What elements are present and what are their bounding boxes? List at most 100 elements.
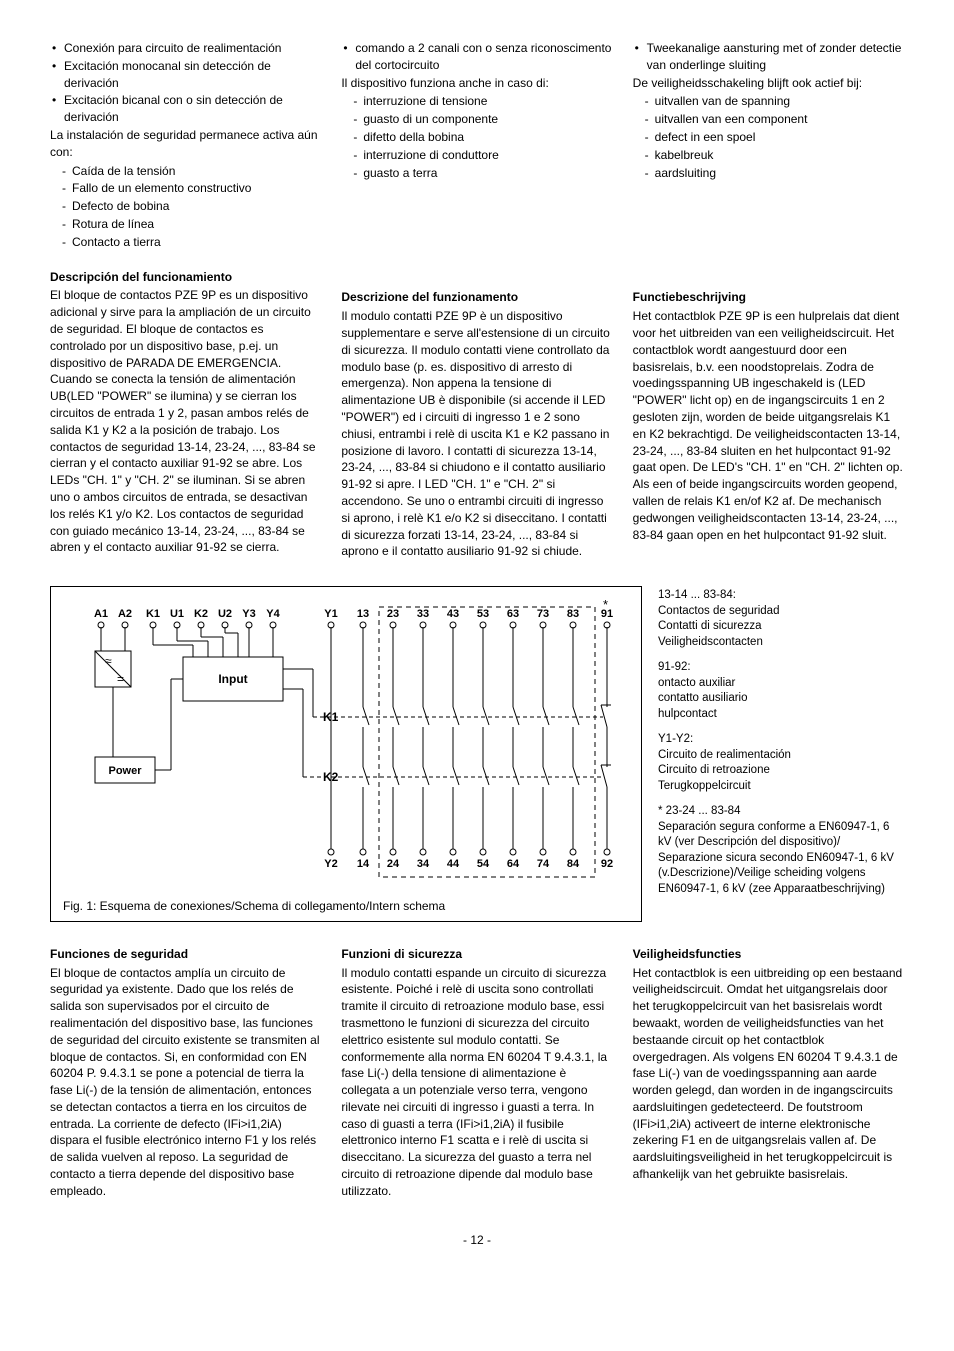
list-item: guasto a terra xyxy=(341,165,612,182)
svg-text:Y2: Y2 xyxy=(324,858,337,870)
list-item: defect in een spoel xyxy=(633,129,904,146)
page-number: - 12 - xyxy=(50,1232,904,1249)
svg-text:53: 53 xyxy=(477,608,489,620)
col1-sec-body: El bloque de contactos amplía un circuit… xyxy=(50,965,321,1200)
legend-block: Y1-Y2: Circuito de realimentación Circui… xyxy=(658,732,904,794)
legend-text: Separación segura conforme a EN60947-1, … xyxy=(658,820,904,898)
column-italian-bottom: Funzioni di sicurezza Il modulo contatti… xyxy=(341,942,612,1202)
legend-line: hulpcontact xyxy=(658,707,904,723)
list-item: interruzione di tensione xyxy=(341,93,612,110)
svg-text:U1: U1 xyxy=(170,608,184,620)
col1-sec-heading: Funciones de seguridad xyxy=(50,946,321,963)
svg-text:K2: K2 xyxy=(194,608,208,620)
legend-block: * 23-24 ... 83-84 Separación segura conf… xyxy=(658,804,904,897)
svg-text:44: 44 xyxy=(447,858,460,870)
svg-text:A2: A2 xyxy=(118,608,132,620)
svg-text:73: 73 xyxy=(537,608,549,620)
top-columns: Conexión para circuito de realimentación… xyxy=(50,40,904,562)
col3-bullets: Tweekanalige aansturing met of zonder de… xyxy=(633,40,904,74)
legend-block: 13-14 ... 83-84: Contactos de seguridad … xyxy=(658,588,904,650)
svg-text:83: 83 xyxy=(567,608,579,620)
col3-intro: De veiligheidsschakeling blijft ook acti… xyxy=(633,75,904,92)
list-item: Excitación monocanal sin detección de de… xyxy=(50,58,321,92)
svg-text:Y3: Y3 xyxy=(242,608,255,620)
list-item: difetto della bobina xyxy=(341,129,612,146)
list-item: uitvallen van een component xyxy=(633,111,904,128)
wiring-diagram: A1A2K1U1K2U2Y3Y4Y1132333435363738391 Inp… xyxy=(63,597,629,887)
legend-title: Y1-Y2: xyxy=(658,732,904,748)
svg-text:Power: Power xyxy=(108,765,142,777)
legend-line: Contatti di sicurezza xyxy=(658,619,904,635)
col3-body: Het contactblok PZE 9P is een hulprelais… xyxy=(633,308,904,543)
list-item: comando a 2 canali con o senza riconosci… xyxy=(341,40,612,74)
col2-sec-body: Il modulo contatti espande un circuito d… xyxy=(341,965,612,1200)
list-item: aardsluiting xyxy=(633,165,904,182)
legend-line: Veiligheidscontacten xyxy=(658,635,904,651)
col2-intro: Il dispositivo funziona anche in caso di… xyxy=(341,75,612,92)
svg-text:24: 24 xyxy=(387,858,400,870)
col3-sec-body: Het contactblok is een uitbreiding op ee… xyxy=(633,965,904,1183)
svg-text:K1: K1 xyxy=(146,608,160,620)
svg-text:84: 84 xyxy=(567,858,580,870)
col1-body: El bloque de contactos PZE 9P es un disp… xyxy=(50,287,321,556)
col2-bullets: comando a 2 canali con o senza riconosci… xyxy=(341,40,612,74)
figure-legend: 13-14 ... 83-84: Contactos de seguridad … xyxy=(658,586,904,922)
col3-sec-heading: Veiligheidsfuncties xyxy=(633,946,904,963)
list-item: Tweekanalige aansturing met of zonder de… xyxy=(633,40,904,74)
svg-text:≈: ≈ xyxy=(105,654,112,668)
col1-intro: La instalación de seguridad permanece ac… xyxy=(50,127,321,161)
col2-body: Il modulo contatti PZE 9P è un dispositi… xyxy=(341,308,612,560)
list-item: Rotura de línea xyxy=(50,216,321,233)
svg-text:*: * xyxy=(603,597,608,612)
svg-text:34: 34 xyxy=(417,858,430,870)
legend-line: Contactos de seguridad xyxy=(658,604,904,620)
column-dutch-bottom: Veiligheidsfuncties Het contactblok is e… xyxy=(633,942,904,1202)
list-item: Defecto de bobina xyxy=(50,198,321,215)
list-item: interruzione di conduttore xyxy=(341,147,612,164)
legend-line: ontacto auxiliar xyxy=(658,676,904,692)
list-item: guasto di un componente xyxy=(341,111,612,128)
svg-text:33: 33 xyxy=(417,608,429,620)
svg-text:Y4: Y4 xyxy=(266,608,280,620)
list-item: Excitación bicanal con o sin detección d… xyxy=(50,92,321,126)
list-item: Conexión para circuito de realimentación xyxy=(50,40,321,57)
list-item: uitvallen van de spanning xyxy=(633,93,904,110)
svg-text:74: 74 xyxy=(537,858,550,870)
svg-text:54: 54 xyxy=(477,858,490,870)
figure-box: A1A2K1U1K2U2Y3Y4Y1132333435363738391 Inp… xyxy=(50,586,642,922)
svg-text:A1: A1 xyxy=(94,608,108,620)
column-dutch: Tweekanalige aansturing met of zonder de… xyxy=(633,40,904,562)
column-spanish: Conexión para circuito de realimentación… xyxy=(50,40,321,562)
col1-dashes: Caída de la tensión Fallo de un elemento… xyxy=(50,163,321,251)
svg-text:Input: Input xyxy=(218,672,247,686)
col1-heading: Descripción del funcionamiento xyxy=(50,269,321,286)
svg-text:23: 23 xyxy=(387,608,399,620)
svg-text:63: 63 xyxy=(507,608,519,620)
column-spanish-bottom: Funciones de seguridad El bloque de cont… xyxy=(50,942,321,1202)
legend-title: 91-92: xyxy=(658,660,904,676)
col1-bullets: Conexión para circuito de realimentación… xyxy=(50,40,321,126)
bottom-columns: Funciones de seguridad El bloque de cont… xyxy=(50,942,904,1202)
legend-title: 13-14 ... 83-84: xyxy=(658,588,904,604)
col3-heading: Functiebeschrijving xyxy=(633,289,904,306)
svg-text:=: = xyxy=(117,672,124,686)
svg-text:43: 43 xyxy=(447,608,459,620)
legend-line: contatto ausiliario xyxy=(658,691,904,707)
col2-sec-heading: Funzioni di sicurezza xyxy=(341,946,612,963)
list-item: Fallo de un elemento constructivo xyxy=(50,180,321,197)
svg-text:U2: U2 xyxy=(218,608,232,620)
column-italian: comando a 2 canali con o senza riconosci… xyxy=(341,40,612,562)
svg-text:Y1: Y1 xyxy=(324,608,337,620)
legend-block: 91-92: ontacto auxiliar contatto ausilia… xyxy=(658,660,904,722)
col3-dashes: uitvallen van de spanning uitvallen van … xyxy=(633,93,904,181)
figure-area: A1A2K1U1K2U2Y3Y4Y1132333435363738391 Inp… xyxy=(50,586,904,922)
svg-text:92: 92 xyxy=(601,858,613,870)
col2-heading: Descrizione del funzionamento xyxy=(341,289,612,306)
svg-text:13: 13 xyxy=(357,608,369,620)
legend-line: Circuito di retroazione xyxy=(658,763,904,779)
svg-text:14: 14 xyxy=(357,858,370,870)
figure-caption: Fig. 1: Esquema de conexiones/Schema di … xyxy=(63,898,629,915)
list-item: Contacto a tierra xyxy=(50,234,321,251)
list-item: kabelbreuk xyxy=(633,147,904,164)
list-item: Caída de la tensión xyxy=(50,163,321,180)
